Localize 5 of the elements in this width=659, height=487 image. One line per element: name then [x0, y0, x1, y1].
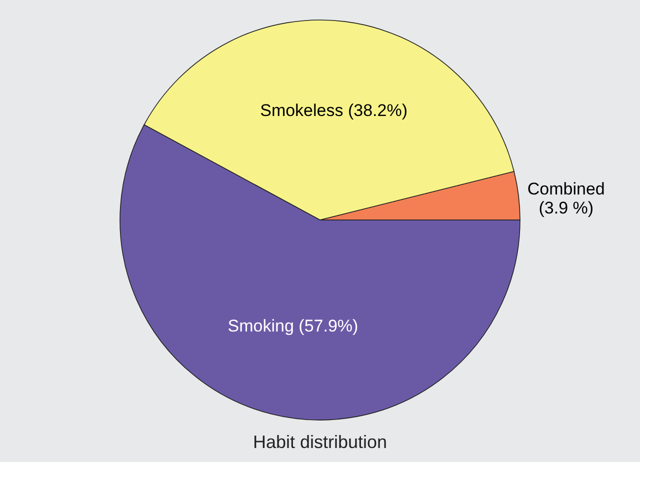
text: Habit distribution: [252, 432, 388, 452]
slice-label: Combined: [527, 180, 605, 199]
slice-label: Smoking (57.9%): [228, 316, 358, 336]
slice-label: Smokeless (38.2%): [260, 100, 408, 120]
data-label: (3.9 %): [538, 198, 594, 218]
